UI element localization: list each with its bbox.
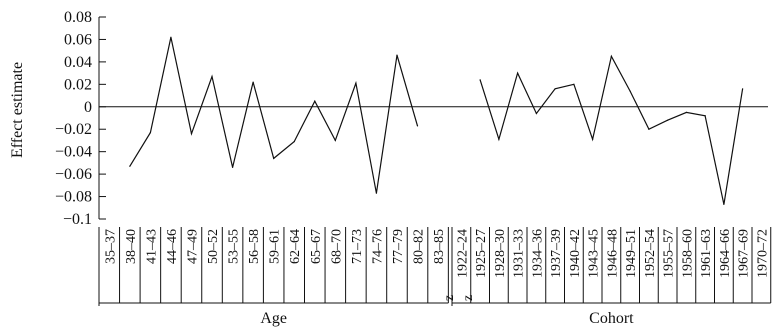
y-tick-label: 0.06 bbox=[64, 31, 92, 48]
category-label: 1946–48 bbox=[605, 229, 620, 278]
data-point bbox=[479, 79, 481, 81]
data-point bbox=[252, 81, 254, 83]
y-tick-label: −0.04 bbox=[55, 144, 92, 161]
y-tick-label: 0.02 bbox=[64, 76, 92, 93]
category-label: 1958–60 bbox=[680, 229, 695, 278]
category-label: 62–64 bbox=[288, 229, 303, 264]
series-line-age bbox=[129, 37, 419, 194]
category-label: 1937–39 bbox=[549, 229, 564, 278]
data-point bbox=[648, 128, 650, 130]
category-label: 1925–27 bbox=[474, 229, 489, 278]
data-point bbox=[314, 100, 316, 102]
category-label: 1952–54 bbox=[643, 229, 658, 278]
y-tick-label: −0.06 bbox=[55, 166, 92, 183]
data-point bbox=[592, 138, 594, 140]
data-point bbox=[667, 119, 669, 121]
category-label: 80–82 bbox=[412, 229, 427, 264]
data-point bbox=[231, 166, 234, 168]
y-tick-label: −0.08 bbox=[55, 189, 92, 206]
category-label: 1967–69 bbox=[737, 229, 752, 278]
category-label: 47–49 bbox=[185, 229, 200, 264]
data-point bbox=[190, 133, 193, 135]
category-label: 1928–30 bbox=[493, 229, 508, 278]
data-point bbox=[355, 82, 357, 84]
series-lines bbox=[129, 36, 744, 206]
y-axis: 0.08 0.06 0.04 0.02 0 −0.02 −0.04 −0.06 −0.08 −0.… bbox=[55, 9, 106, 228]
data-point bbox=[685, 111, 687, 113]
category-label: 35–37 bbox=[103, 229, 118, 264]
data-point bbox=[149, 131, 151, 134]
category-label: 53–55 bbox=[227, 229, 242, 264]
data-point bbox=[293, 140, 295, 143]
category-label: 83–85 bbox=[432, 229, 447, 264]
y-tick-label: 0 bbox=[84, 99, 92, 116]
category-label: 1922–24 bbox=[455, 229, 470, 278]
category-label: 38–40 bbox=[124, 229, 139, 264]
category-marker: z bbox=[442, 295, 457, 301]
y-axis-title: Effect estimate bbox=[9, 62, 26, 158]
data-point bbox=[704, 115, 706, 117]
group-title-cohort: Cohort bbox=[589, 310, 634, 327]
category-label: 1934–36 bbox=[530, 229, 545, 278]
data-point bbox=[416, 125, 419, 127]
data-point bbox=[742, 88, 744, 90]
category-label: 1949–51 bbox=[624, 229, 639, 278]
category-label: 68–70 bbox=[329, 229, 344, 264]
data-point bbox=[273, 157, 275, 159]
data-point bbox=[573, 83, 575, 85]
data-point bbox=[396, 54, 398, 56]
y-tick-label: 0.08 bbox=[64, 9, 92, 26]
category-label: 77–79 bbox=[391, 229, 406, 264]
data-point bbox=[129, 165, 131, 167]
series-line-cohort bbox=[479, 54, 744, 205]
data-point bbox=[535, 112, 537, 115]
group-title-age: Age bbox=[260, 310, 287, 327]
category-label: 65–67 bbox=[309, 229, 324, 264]
category-label: 74–76 bbox=[370, 229, 385, 264]
data-point bbox=[554, 88, 556, 90]
data-point bbox=[170, 36, 172, 38]
category-label: 56–58 bbox=[247, 229, 262, 264]
category-label: 41–43 bbox=[144, 229, 159, 264]
category-label: 44–46 bbox=[165, 229, 180, 264]
y-tick-label: −0.02 bbox=[55, 121, 92, 138]
category-label: 1961–63 bbox=[699, 229, 714, 278]
data-point bbox=[723, 203, 725, 206]
data-point bbox=[498, 138, 500, 140]
category-label: 1943–45 bbox=[587, 229, 602, 278]
category-label: 1931–33 bbox=[512, 229, 527, 278]
data-point bbox=[517, 72, 519, 74]
data-point bbox=[610, 55, 612, 57]
category-label: 1970–72 bbox=[755, 229, 770, 278]
category-label: 59–61 bbox=[268, 229, 283, 264]
data-point bbox=[375, 192, 378, 194]
data-point bbox=[211, 75, 213, 78]
data-point bbox=[629, 90, 631, 92]
category-label: 1940–42 bbox=[568, 229, 583, 278]
category-label: 1955–57 bbox=[662, 229, 677, 278]
category-marker: z bbox=[461, 295, 476, 301]
y-tick-label: 0.04 bbox=[64, 54, 92, 71]
x-axis-categories: 35–37 38–40 41–43 44–46 47–49 50–52 53–55 56–58… bbox=[98, 227, 772, 327]
category-label: 71–73 bbox=[350, 229, 365, 264]
category-label: 50–52 bbox=[206, 229, 221, 264]
y-tick-label: −0.1 bbox=[63, 211, 92, 228]
category-label: 1964–66 bbox=[718, 229, 733, 278]
data-point bbox=[334, 139, 336, 142]
